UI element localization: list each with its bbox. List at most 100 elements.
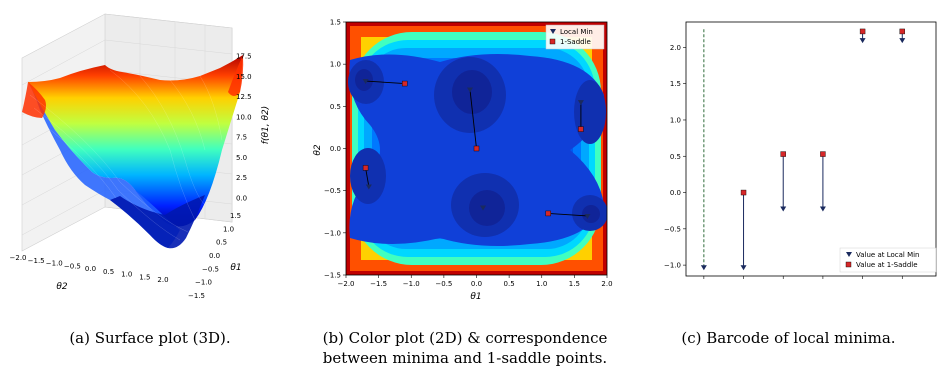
surface-y-tick-label: 0.5	[216, 239, 227, 247]
x-tick-label: −0.5	[435, 280, 452, 288]
local-min-marker	[365, 184, 372, 190]
x-tick-label: −2.0	[338, 280, 355, 288]
surface-y-tick-label: 1.5	[230, 212, 241, 220]
surface-x-tick-label: −1.0	[46, 260, 63, 268]
min-saddle-link	[365, 167, 370, 187]
color-plot-panel: −2.0 −1.5 −1.0 −0.5 0.0 0.5 1.0 1.5 2.0 −1.5 −1.0−…	[300, 0, 620, 301]
legend-local-min-label: Local Min	[560, 28, 593, 36]
barcode-plot: −1.0 −0.5 0.0 0.5 1.0 1.5 2.0 Value at Local M…	[664, 21, 937, 279]
barcode-y-tick-label: 0.5	[670, 153, 681, 161]
bar-min-marker	[740, 265, 747, 271]
barcode-marks	[700, 28, 906, 271]
barcode-ticks: −1.0 −0.5 0.0 0.5 1.0 1.5 2.0	[664, 44, 903, 279]
surface-axes-ticks: 0.02.55.07.510.012.515.017.5−2.0 −1.5 −1.0…	[10, 53, 252, 301]
x-tick-label: 2.0	[601, 280, 612, 288]
surface-x-tick-label: 2.0	[157, 276, 168, 284]
surface-plot-panel: 0.0 2.5 5.0 7.5 10.0 12.5 15.0 17.5 −2.0 −1.5 −1.0…	[0, 0, 300, 300]
surface-z-tick-label: 15.0	[236, 73, 252, 81]
surface-z-tick-label: 10.0	[236, 113, 252, 121]
local-min-marker	[480, 205, 487, 211]
color-plot-y-label: θ2	[313, 144, 323, 156]
surface-x-tick-label: 0.0	[85, 265, 96, 273]
bar-min-marker	[899, 38, 906, 44]
x-tick-label: −1.5	[370, 280, 387, 288]
saddle-marker	[545, 210, 551, 217]
legend-local-min-marker	[550, 29, 556, 34]
color-plot-x-label: θ1	[470, 292, 481, 300]
surface-z-tick-label: 2.5	[236, 174, 247, 182]
surface-y-tick-label: −1.5	[188, 292, 205, 300]
surface-z-tick-label: 0.0	[236, 195, 247, 203]
bar-min-marker	[700, 265, 707, 271]
legend-saddle-label: 1-Saddle	[560, 38, 591, 46]
x-tick-label: 1.0	[536, 280, 547, 288]
surface-z-label: f(θ1, θ2)	[261, 106, 271, 144]
y-tick-label: −1.5	[324, 272, 341, 280]
color-plot-ticks: −2.0 −1.5 −1.0 −0.5 0.0 0.5 1.0 1.5 2.0−1.5−1.0−…	[324, 19, 613, 289]
local-min-marker	[584, 213, 591, 219]
legend-value-saddle-label: Value at 1-Saddle	[856, 261, 918, 269]
surface-z-tick-label: 17.5	[236, 53, 252, 61]
caption-barcode: (c) Barcode of local minima.	[681, 329, 896, 347]
barcode-frame	[685, 21, 937, 277]
caption-color-plot-line-2: between minima and 1-saddle points.	[322, 349, 608, 367]
surface-z-tick-label: 5.0	[236, 154, 247, 162]
surface-y-tick-label: 1.0	[223, 225, 234, 233]
barcode-y-tick-label: 2.0	[670, 44, 681, 52]
barcode-y-tick-label: −0.5	[664, 225, 681, 233]
barcode-panel: −1.0 −0.5 0.0 0.5 1.0 1.5 2.0 Value at Local M…	[640, 0, 937, 300]
y-tick-label: 0.0	[330, 145, 341, 153]
bar-min-marker	[819, 206, 826, 212]
caption-surface-plot: (a) Surface plot (3D).	[69, 329, 231, 347]
surface-mesh	[22, 55, 244, 249]
x-tick-label: −1.0	[403, 280, 420, 288]
surface-plot: 0.02.55.07.510.012.515.017.5−2.0 −1.5 −1.0…	[10, 13, 271, 301]
barcode-legend: Value at Local Min Value at 1-Saddle	[839, 247, 937, 273]
y-tick-label: −1.0	[324, 229, 341, 237]
x-tick-label: 1.5	[569, 280, 580, 288]
caption-color-plot: (b) Color plot (2D) & correspondence bet…	[300, 328, 630, 368]
saddle-marker	[578, 126, 584, 132]
legend-value-min-label: Value at Local Min	[856, 251, 920, 259]
color-plot-marks	[362, 79, 591, 219]
x-tick-label: 0.0	[471, 280, 482, 288]
y-tick-label: 1.5	[330, 19, 341, 27]
surface-y-tick-label: 0.0	[209, 252, 220, 260]
min-saddle-link	[365, 80, 405, 85]
y-tick-label: 1.0	[330, 61, 341, 69]
min-saddle-link	[469, 89, 477, 149]
surface-x-tick-label: −2.0	[10, 254, 27, 262]
saddle-marker	[402, 80, 408, 87]
barcode-y-tick-label: 1.0	[670, 116, 681, 124]
legend-value-saddle-marker	[845, 261, 852, 268]
bar-saddle-marker	[780, 151, 786, 157]
barcode-y-tick-label: 1.5	[670, 80, 681, 88]
x-tick-label: 0.5	[504, 280, 515, 288]
local-min-marker	[362, 79, 369, 85]
caption-color-plot-line-1: (b) Color plot (2D) & correspondence	[322, 329, 608, 347]
legend-saddle-marker	[549, 38, 556, 45]
bar-saddle-marker	[740, 189, 747, 196]
color-plot-legend: Local Min 1-Saddle	[545, 24, 605, 50]
local-min-marker	[466, 87, 473, 93]
surface-z-tick-label: 12.5	[236, 93, 252, 101]
surface-y-label: θ1	[230, 263, 241, 273]
bar-saddle-marker	[899, 28, 905, 35]
surface-x-label: θ2	[56, 282, 68, 292]
legend-value-min-marker	[846, 252, 852, 257]
surface-y-tick-label: −1.0	[195, 279, 212, 287]
surface-y-tick-label: −0.5	[202, 265, 219, 273]
y-tick-label: −0.5	[324, 187, 341, 195]
bar-min-marker	[859, 38, 866, 44]
y-tick-label: 0.5	[330, 103, 341, 111]
bar-min-marker	[780, 206, 787, 212]
surface-x-tick-label: 1.0	[121, 271, 132, 279]
saddle-marker	[362, 165, 369, 171]
surface-z-tick-label: 7.5	[236, 134, 247, 142]
barcode-y-tick-label: 0.0	[670, 189, 681, 197]
surface-x-tick-label: 1.5	[139, 273, 150, 281]
surface-x-tick-label: −1.5	[28, 257, 45, 265]
surface-x-tick-label: 0.5	[103, 268, 114, 276]
bar-saddle-marker	[820, 151, 826, 157]
bar-saddle-marker	[859, 28, 866, 35]
